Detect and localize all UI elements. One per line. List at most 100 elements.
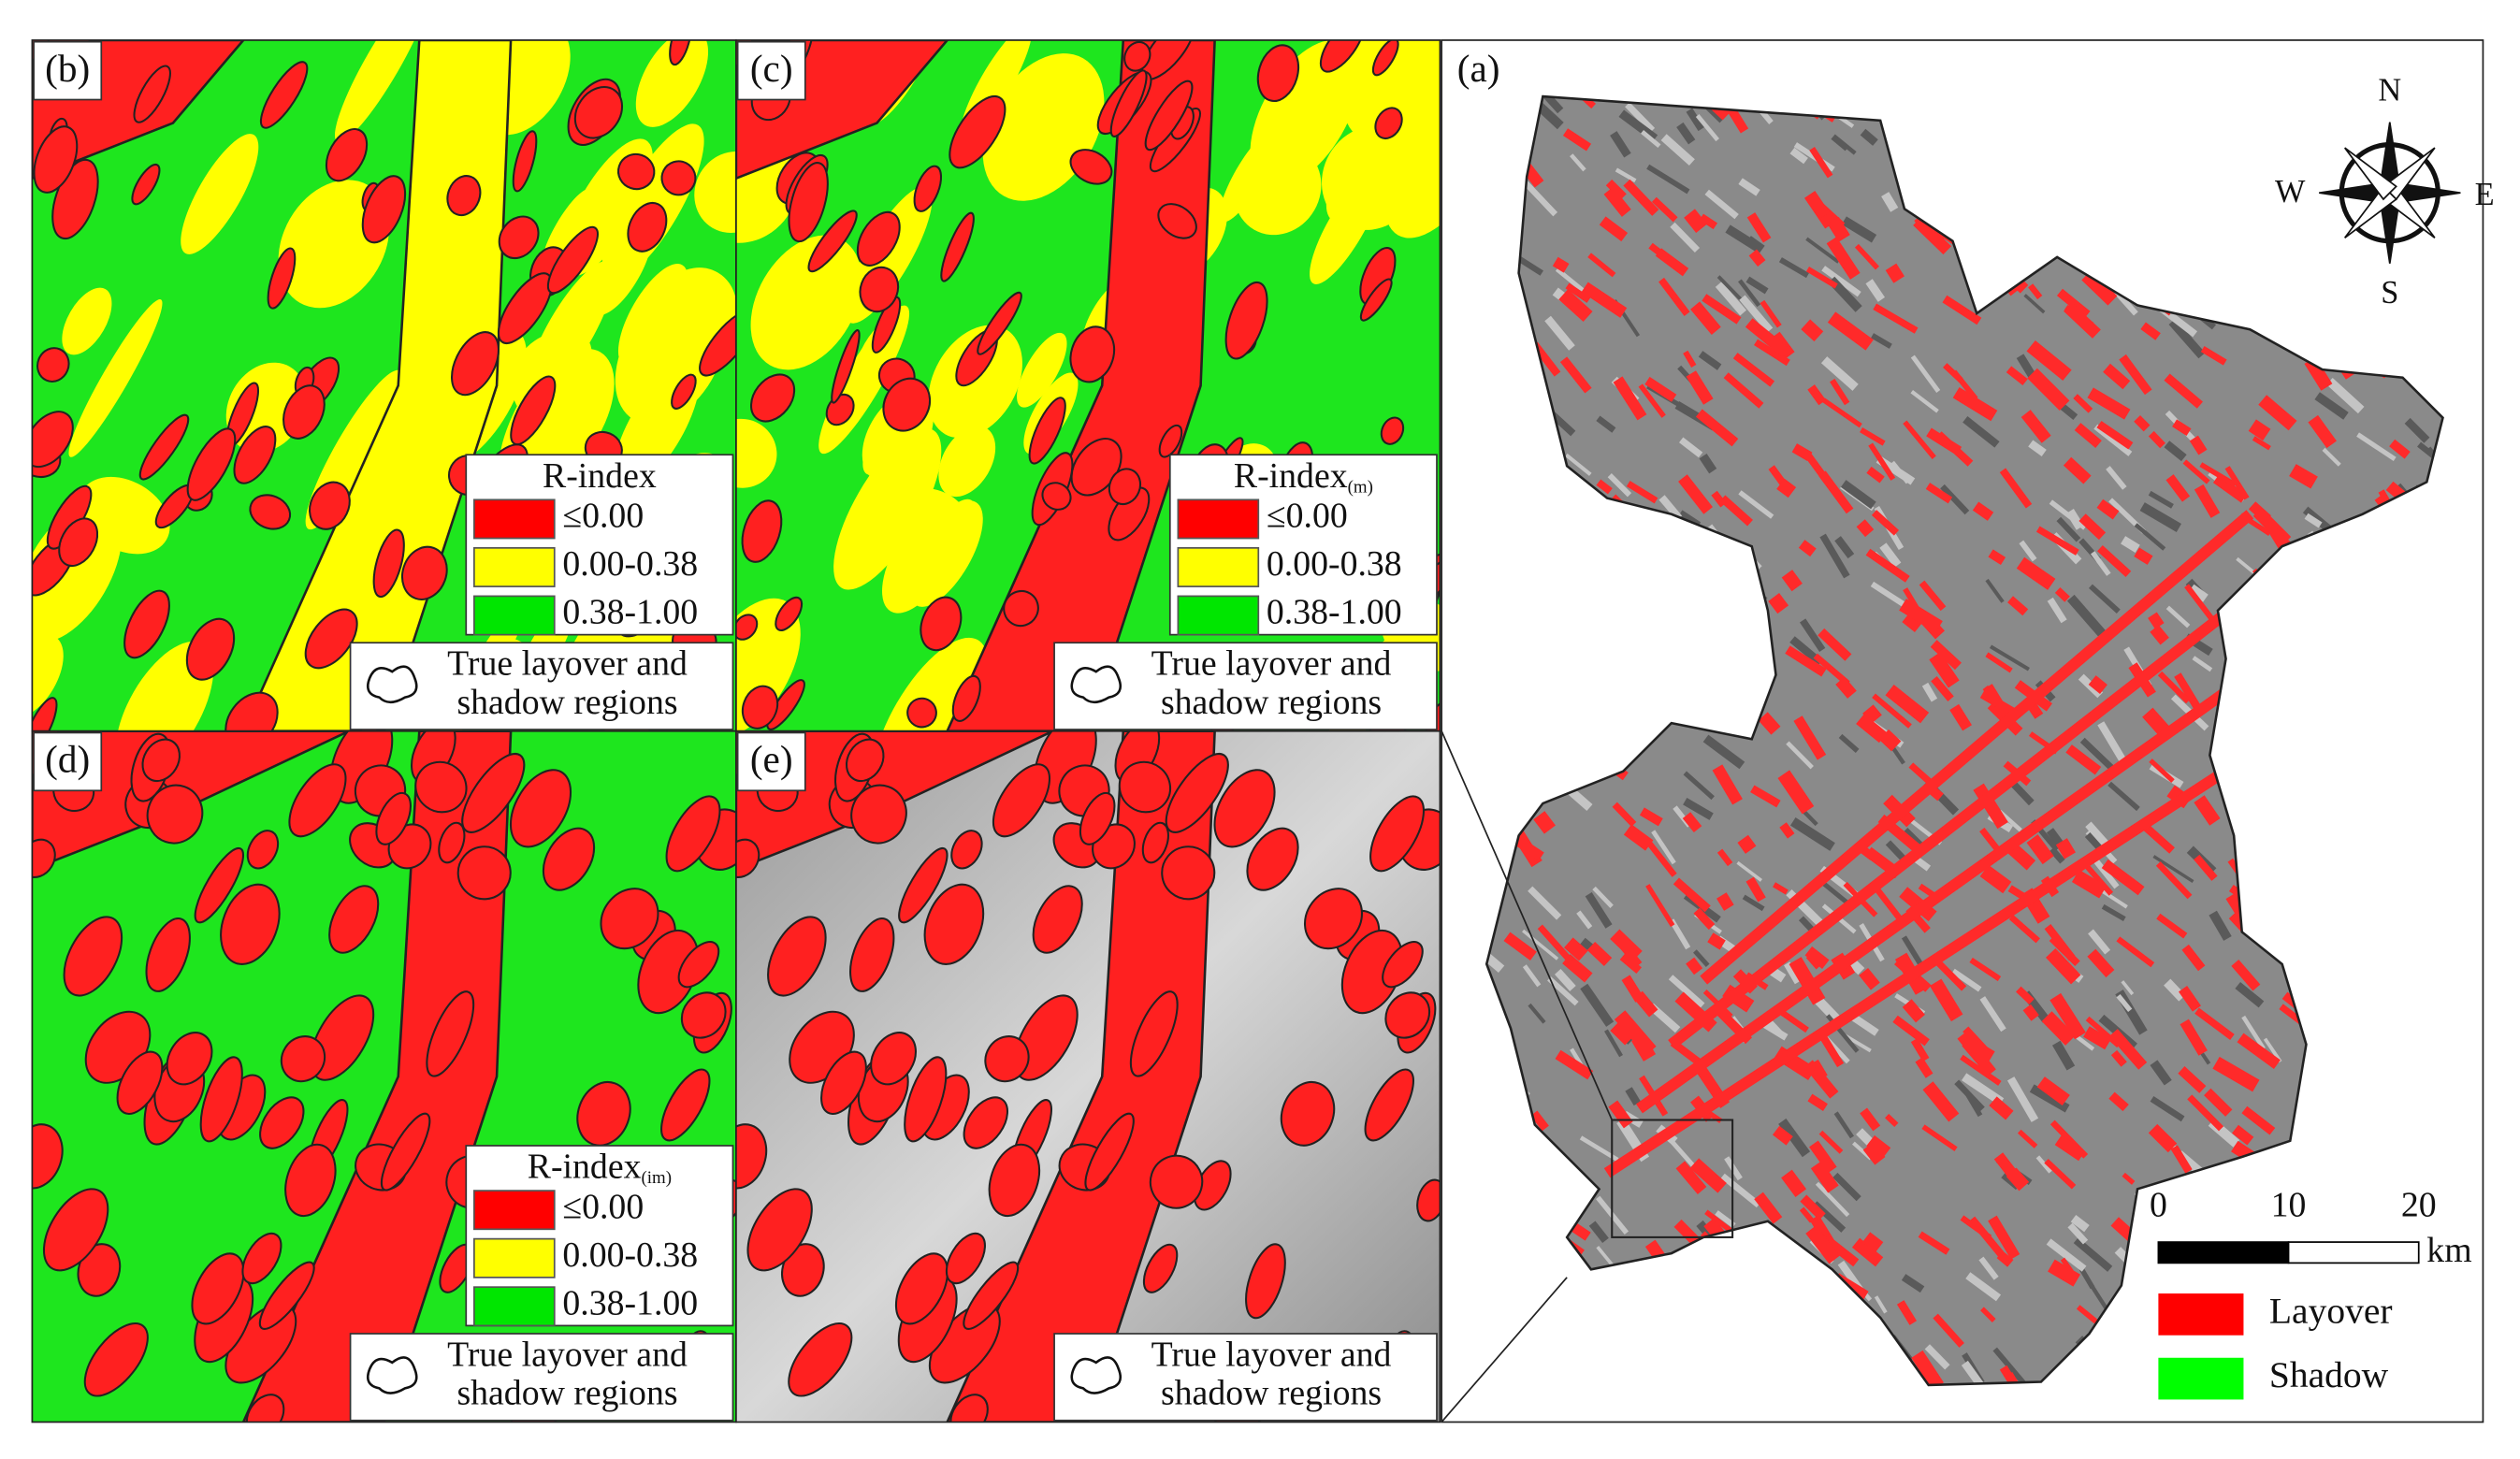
layover-streak xyxy=(2172,419,2192,437)
shade xyxy=(2165,605,2191,628)
shade xyxy=(1881,192,1899,212)
legend-title-text: R-index xyxy=(1234,456,1348,496)
shade xyxy=(2070,1215,2090,1233)
shade xyxy=(1831,134,1849,152)
shade xyxy=(2016,354,2036,379)
shade xyxy=(1738,178,1760,196)
shade xyxy=(1798,916,1815,932)
layover-streak xyxy=(1972,501,1994,521)
legend-label: Shadow xyxy=(2269,1354,2389,1395)
scale-label: 10 xyxy=(2271,1186,2307,1225)
shade xyxy=(1698,351,1722,370)
red-region xyxy=(845,738,885,783)
layover-streak xyxy=(1827,311,1874,351)
shade xyxy=(1951,968,1982,992)
shade xyxy=(1778,1118,1811,1158)
layover-streak xyxy=(2008,915,2040,944)
red-region xyxy=(950,830,983,870)
panel-label-box xyxy=(1442,41,1514,100)
shade xyxy=(1870,581,1905,607)
layover-streak xyxy=(1781,1169,1807,1198)
shade xyxy=(1585,891,1613,929)
layover-streak xyxy=(2180,1018,2208,1056)
shade xyxy=(2356,432,2397,461)
legend-swatch xyxy=(1177,547,1260,587)
yellow-zone xyxy=(635,39,709,127)
layover-streak xyxy=(1801,319,1824,342)
layover-streak xyxy=(1651,196,1678,223)
legend-swatch xyxy=(2158,1293,2244,1336)
red-region xyxy=(940,211,975,282)
layover-streak xyxy=(2027,368,2070,411)
legend-swatch xyxy=(1177,498,1260,540)
red-region xyxy=(576,1080,631,1147)
layover-streak xyxy=(1979,827,2001,852)
red-region xyxy=(249,494,292,530)
layover-streak xyxy=(2252,436,2271,451)
red-region xyxy=(304,608,358,670)
shade xyxy=(2019,540,2037,562)
shade xyxy=(1901,935,1926,970)
layover-streak xyxy=(2015,986,2035,1004)
shade xyxy=(1801,808,1818,827)
layover-streak xyxy=(2101,859,2145,896)
layover-streak xyxy=(1988,1215,2020,1260)
red-region xyxy=(741,499,783,563)
shade xyxy=(1910,354,1941,393)
red-region xyxy=(1149,1154,1204,1209)
red-region xyxy=(856,210,901,267)
red-region xyxy=(510,375,557,446)
red-region xyxy=(1256,44,1300,102)
layover-streak xyxy=(1993,1152,2020,1181)
scale-unit: km xyxy=(2426,1231,2471,1270)
red-region xyxy=(1079,791,1116,845)
red-region xyxy=(310,994,375,1081)
layover-streak xyxy=(1760,299,1782,328)
layover-streak xyxy=(1581,282,1628,318)
shade xyxy=(1686,108,1705,132)
shade xyxy=(2314,392,2349,420)
layover-streak xyxy=(1908,762,1933,786)
red-region xyxy=(1382,941,1424,989)
layover-streak xyxy=(2088,675,2107,694)
legend-swatch xyxy=(473,1190,556,1231)
shade xyxy=(1528,1003,1546,1024)
yellow-zone xyxy=(833,427,942,590)
red-region xyxy=(375,791,412,845)
main-panel: (a) N W E S 0 10 20 km Layover Shadow xyxy=(1441,39,2495,1423)
shade xyxy=(1570,153,1586,172)
red-region xyxy=(1123,40,1151,72)
red-region xyxy=(186,427,237,501)
layover-streak xyxy=(1558,289,1593,323)
layover-streak xyxy=(2241,1105,2276,1135)
layover-streak xyxy=(1805,193,1827,219)
red-region xyxy=(1374,107,1403,140)
red-region xyxy=(451,331,500,397)
red-region xyxy=(1213,769,1276,848)
red-region xyxy=(904,1056,948,1143)
shade xyxy=(1805,237,1840,264)
shade xyxy=(1683,798,1714,820)
shade xyxy=(1592,886,1614,908)
layover-streak xyxy=(1856,519,1875,538)
legend-subscript: (m) xyxy=(1348,478,1373,498)
layover-streak xyxy=(1810,1059,1828,1080)
shade xyxy=(2139,502,2181,532)
red-region xyxy=(665,795,721,873)
red-region xyxy=(849,917,895,992)
shade xyxy=(1651,830,1676,865)
legend-swatch xyxy=(473,1286,556,1327)
layover-streak xyxy=(2083,1026,2111,1050)
red-region xyxy=(1280,1080,1336,1147)
shade xyxy=(2093,424,2133,456)
red-region xyxy=(512,130,538,193)
yellow-zone xyxy=(181,134,259,254)
layover-streak xyxy=(1737,834,1757,854)
layover-streak xyxy=(2194,795,2221,826)
yellow-zone xyxy=(694,152,736,233)
layover-streak xyxy=(1873,303,1919,334)
layover-streak xyxy=(2194,854,2218,881)
layover-streak xyxy=(1777,770,1815,815)
shade xyxy=(1841,216,1877,243)
